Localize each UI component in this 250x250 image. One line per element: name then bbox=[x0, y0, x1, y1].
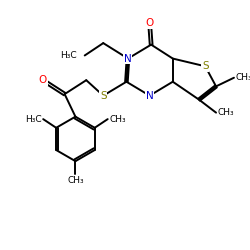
Text: H₃C: H₃C bbox=[25, 115, 42, 124]
Text: S: S bbox=[100, 91, 106, 101]
Text: CH₃: CH₃ bbox=[109, 115, 126, 124]
Text: H₃C: H₃C bbox=[60, 51, 77, 60]
Text: CH₃: CH₃ bbox=[218, 108, 234, 117]
Text: CH₃: CH₃ bbox=[236, 73, 250, 82]
Text: N: N bbox=[124, 54, 132, 64]
Text: N: N bbox=[146, 91, 154, 101]
Text: CH₃: CH₃ bbox=[67, 176, 84, 185]
Text: O: O bbox=[39, 75, 47, 85]
Text: O: O bbox=[146, 18, 154, 28]
Text: S: S bbox=[202, 61, 208, 71]
